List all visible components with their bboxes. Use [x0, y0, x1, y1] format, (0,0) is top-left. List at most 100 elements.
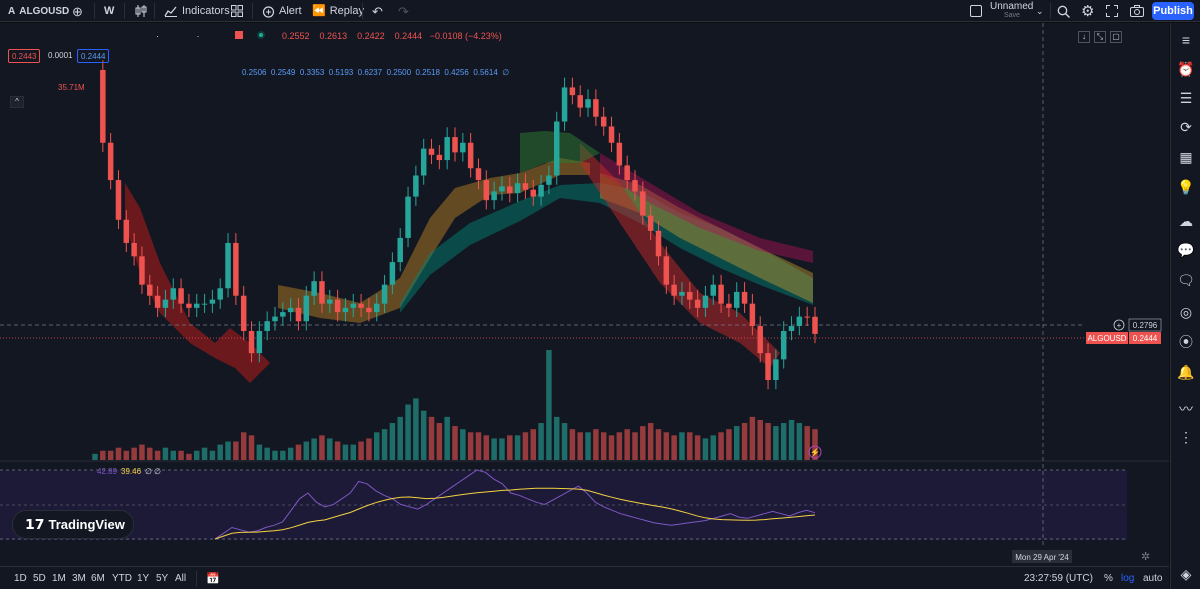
calendar-range-icon: 📅: [206, 573, 220, 585]
rsi-extra-2: ∅: [154, 467, 161, 476]
candle-body: [436, 154, 443, 161]
candle-body: [256, 330, 263, 354]
signals-icon[interactable]: ◎: [1179, 304, 1193, 320]
volume-bar: [780, 423, 787, 460]
lightning-event-glyph: ⚡: [810, 447, 820, 457]
snapshot-button[interactable]: [1130, 0, 1144, 22]
lightbulb-icon[interactable]: 💡: [1177, 179, 1195, 195]
flag-icon[interactable]: [235, 31, 243, 39]
range-6m-button[interactable]: 6M: [91, 573, 105, 584]
range-1y-button[interactable]: 1Y: [137, 573, 150, 584]
volume-bar: [640, 426, 646, 460]
collapse-pane-button[interactable]: ⤡: [1094, 31, 1106, 43]
volume-bar: [608, 435, 615, 460]
chart-settings-icon[interactable]: ✲: [1141, 551, 1151, 563]
candle-body: [287, 307, 294, 313]
volume-bar: [366, 438, 372, 460]
chart-type-button[interactable]: [134, 0, 148, 22]
price-chart[interactable]: + 0.2796 ALGOUSD 0.2444 Mon 29 Apr '24 3…: [0, 23, 1169, 566]
log-scale-toggle[interactable]: log: [1121, 573, 1135, 584]
compare-symbol-button[interactable]: ⊕: [72, 0, 83, 22]
candle-body: [240, 295, 247, 331]
add-alert-plus-icon[interactable]: [1113, 319, 1125, 331]
plus-circle-icon: ⊕: [72, 3, 83, 19]
quick-search-button[interactable]: [1057, 0, 1070, 22]
refresh-icon[interactable]: ⟳: [1180, 119, 1192, 135]
publish-button[interactable]: Publish: [1152, 2, 1194, 20]
candle-body: [225, 242, 231, 289]
layout-menu-dropdown[interactable]: ⌄: [1036, 0, 1044, 22]
range-ytd-button[interactable]: YTD: [112, 573, 132, 584]
volume-bar: [280, 450, 286, 460]
fullscreen-button[interactable]: [1106, 0, 1118, 22]
maximize-pane-button[interactable]: ▢: [1110, 31, 1122, 43]
layers-icon[interactable]: ◈: [1180, 566, 1192, 582]
volume-bar: [139, 444, 145, 460]
candle-body: [413, 175, 419, 197]
watermark-text: TradingView: [48, 517, 125, 532]
candle-body: [765, 353, 771, 380]
alert-button[interactable]: Alert: [262, 0, 302, 22]
range-all-button[interactable]: All: [175, 573, 187, 584]
trend-icon[interactable]: 〰: [1179, 401, 1193, 417]
volume-bar: [287, 447, 294, 460]
watchlist-icon[interactable]: ≡: [1181, 32, 1191, 48]
candle-body: [577, 95, 583, 108]
lightning-event-icon[interactable]: [808, 445, 822, 459]
candle-body: [522, 183, 529, 190]
add-list-icon[interactable]: ☰: [1179, 90, 1193, 106]
candle-body: [381, 284, 388, 304]
ask-price-pill[interactable]: 0.2444: [77, 49, 110, 63]
range-3m-button[interactable]: 3M: [72, 573, 86, 584]
chart-pane[interactable]: + 0.2796 ALGOUSD 0.2444 Mon 29 Apr '24 3…: [0, 23, 1169, 566]
range-5y-button[interactable]: 5Y: [156, 573, 169, 584]
volume-bar: [186, 453, 192, 460]
messages-icon[interactable]: 🗨: [1177, 272, 1195, 288]
range-5d-button[interactable]: 5D: [33, 573, 46, 584]
interval-label: W: [104, 5, 115, 17]
interval-button[interactable]: W: [104, 0, 114, 22]
replay-button[interactable]: ⏪ Replay: [312, 0, 364, 22]
undo-button[interactable]: ↶: [372, 0, 383, 22]
indicators-button[interactable]: Indicators: [164, 0, 230, 22]
redo-button[interactable]: ↷: [398, 0, 409, 22]
alert-label: Alert: [279, 5, 302, 17]
divider: [196, 571, 197, 586]
chat-bubbles-icon[interactable]: 💬: [1177, 242, 1195, 258]
candle-body: [710, 284, 716, 296]
candle-body: [671, 284, 677, 296]
volume-bar: [413, 398, 419, 460]
alarm-clock-icon[interactable]: ⏰: [1177, 61, 1195, 77]
layouts-button[interactable]: [231, 0, 243, 22]
range-1d-button[interactable]: 1D: [14, 573, 27, 584]
broadcast-icon[interactable]: ⦿: [1179, 334, 1193, 350]
volume-series: [92, 350, 818, 460]
fullscreen-icon: [1106, 5, 1118, 17]
volume-bar: [107, 450, 114, 460]
auto-scale-toggle[interactable]: auto: [1143, 573, 1163, 584]
range-1m-button[interactable]: 1M: [52, 573, 66, 584]
go-to-date-button[interactable]: 📅: [206, 567, 220, 589]
rewind-icon: ⏪: [312, 4, 326, 17]
candle-body: [217, 288, 223, 300]
settings-button[interactable]: ⚙: [1081, 0, 1094, 22]
layout-name-menu[interactable]: Unnamed Save: [990, 1, 1033, 21]
market-status-icon[interactable]: [257, 31, 265, 39]
volume-bar: [327, 438, 333, 460]
move-down-button[interactable]: ↓: [1078, 31, 1090, 43]
candle-body: [444, 137, 450, 161]
bid-price-pill[interactable]: 0.2443: [8, 49, 41, 63]
collapse-legend-button[interactable]: ^: [10, 96, 24, 108]
chat-cloud-icon[interactable]: ☁: [1179, 213, 1193, 229]
volume-bar: [647, 423, 654, 460]
notification-bell-icon[interactable]: 🔔: [1177, 364, 1195, 380]
order-panel-icon[interactable]: ⋮: [1179, 429, 1193, 445]
symbol-search[interactable]: A ALGOUSD: [8, 0, 69, 22]
calendar-icon[interactable]: ▦: [1179, 149, 1193, 165]
candle-body: [162, 299, 169, 308]
percent-scale-toggle[interactable]: %: [1104, 573, 1113, 584]
utc-clock[interactable]: 23:27:59 (UTC): [1024, 573, 1093, 584]
layout-toggle[interactable]: [970, 0, 982, 22]
tradingview-watermark[interactable]: 𝟭𝟳 TradingView: [12, 510, 134, 539]
volume-bar: [201, 447, 208, 460]
